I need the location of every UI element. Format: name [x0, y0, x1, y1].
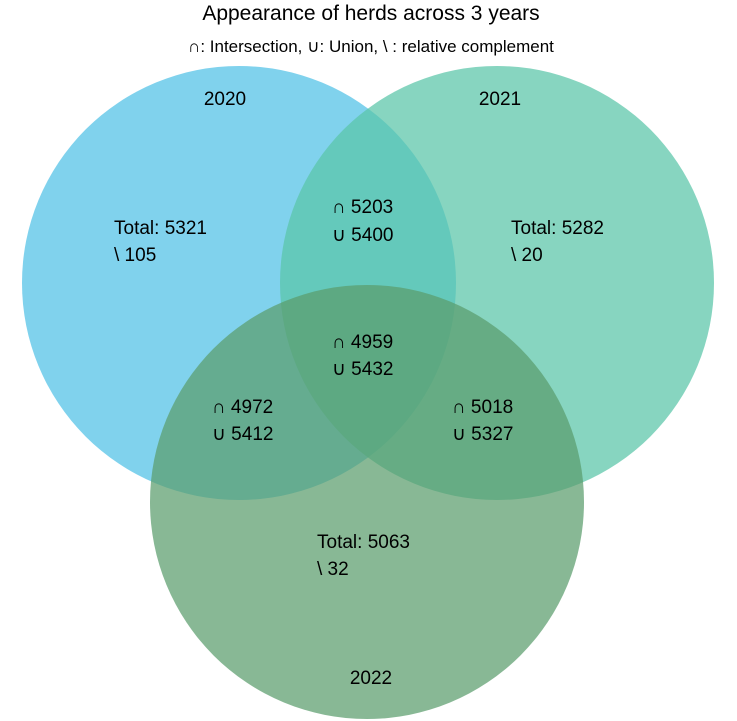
- union-all: ∪ 5432: [332, 359, 393, 380]
- complement-2022: \ 32: [317, 559, 349, 580]
- diagram-title: Appearance of herds across 3 years: [202, 2, 539, 25]
- set-label-2020: 2020: [204, 89, 246, 110]
- circle-2022: [150, 285, 584, 719]
- intersection-2020-2021: ∩ 5203: [332, 197, 393, 218]
- complement-2020: \ 105: [114, 245, 156, 266]
- total-2022: Total: 5063: [317, 532, 410, 553]
- union-2021-2022: ∪ 5327: [452, 424, 513, 445]
- intersection-all: ∩ 4959: [332, 332, 393, 353]
- complement-2021: \ 20: [511, 245, 543, 266]
- venn-circles: [22, 66, 714, 719]
- union-2020-2022: ∪ 5412: [212, 424, 273, 445]
- set-label-2022: 2022: [350, 668, 392, 689]
- diagram-subtitle: ∩: Intersection, ∪: Union, \ : relative …: [188, 37, 554, 56]
- intersection-2020-2022: ∩ 4972: [212, 397, 273, 418]
- total-2020: Total: 5321: [114, 218, 207, 239]
- set-label-2021: 2021: [479, 89, 521, 110]
- total-2021: Total: 5282: [511, 218, 604, 239]
- intersection-2021-2022: ∩ 5018: [452, 397, 513, 418]
- union-2020-2021: ∪ 5400: [332, 225, 393, 246]
